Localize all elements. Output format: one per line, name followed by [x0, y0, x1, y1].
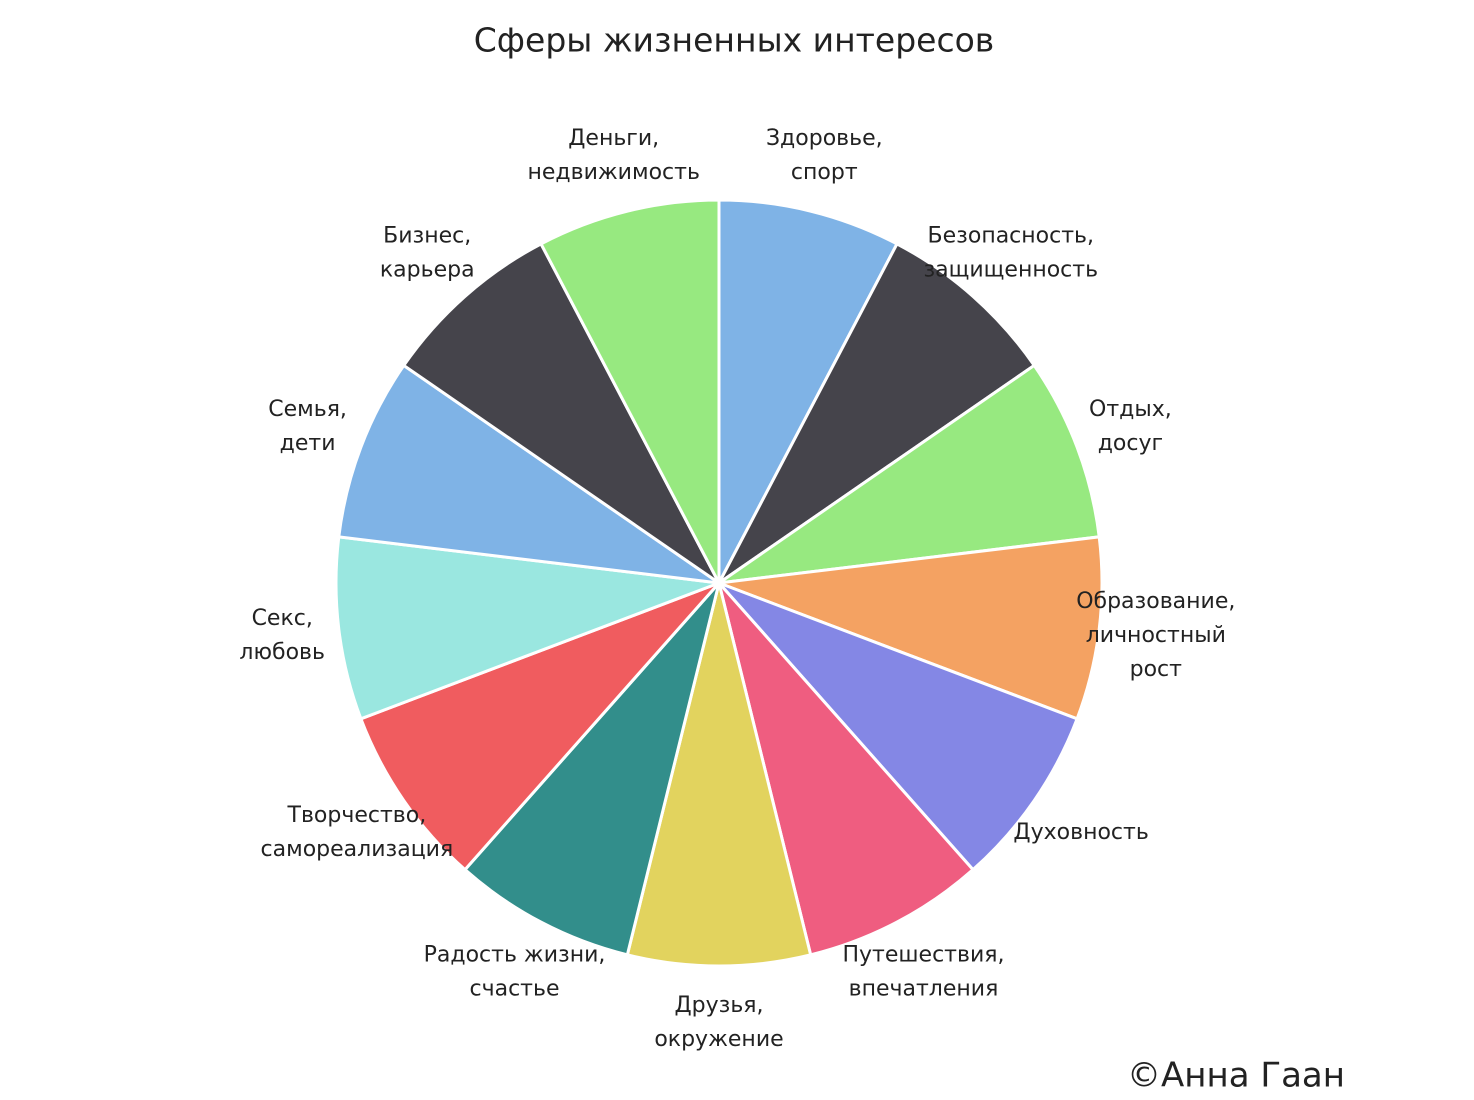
pie-slice	[718, 363, 1101, 585]
slice-label: Духовность	[1013, 820, 1148, 845]
pie-slice	[717, 198, 900, 584]
pie-slice	[717, 582, 976, 957]
pie-slice	[337, 363, 720, 585]
pie-slice	[358, 581, 721, 872]
slice-label: Творчество, самореализация	[261, 803, 454, 862]
pie-slice	[625, 582, 813, 968]
pie-slice	[717, 581, 1080, 872]
pie-slice	[401, 241, 721, 585]
slice-label: Безопасность, защищенность	[923, 224, 1098, 283]
credit: ©Анна Гаан	[1127, 1056, 1345, 1096]
slice-label: Секс, любовь	[239, 606, 325, 665]
pie-slice	[718, 535, 1104, 721]
slice-label: Бизнес, карьера	[380, 224, 475, 283]
slice-label: Друзья, окружение	[654, 993, 783, 1052]
slice-label: Здоровье, спорт	[766, 126, 883, 185]
slice-label: Путешествия, впечатления	[842, 943, 1004, 1002]
chart-title: Сферы жизненных интересов	[474, 21, 994, 60]
slice-label: Радость жизни, счастье	[424, 943, 606, 1002]
slice-label: Отдых, досуг	[1089, 397, 1172, 456]
slice-label: Деньги, недвижимость	[527, 126, 699, 185]
pie-slice	[334, 535, 720, 721]
pie-slice	[462, 582, 721, 957]
slice-label: Образование, личностный рост	[1076, 589, 1235, 682]
slice-label: Семья, дети	[268, 397, 347, 456]
pie-slice	[717, 241, 1037, 585]
pie-slice	[538, 198, 721, 584]
